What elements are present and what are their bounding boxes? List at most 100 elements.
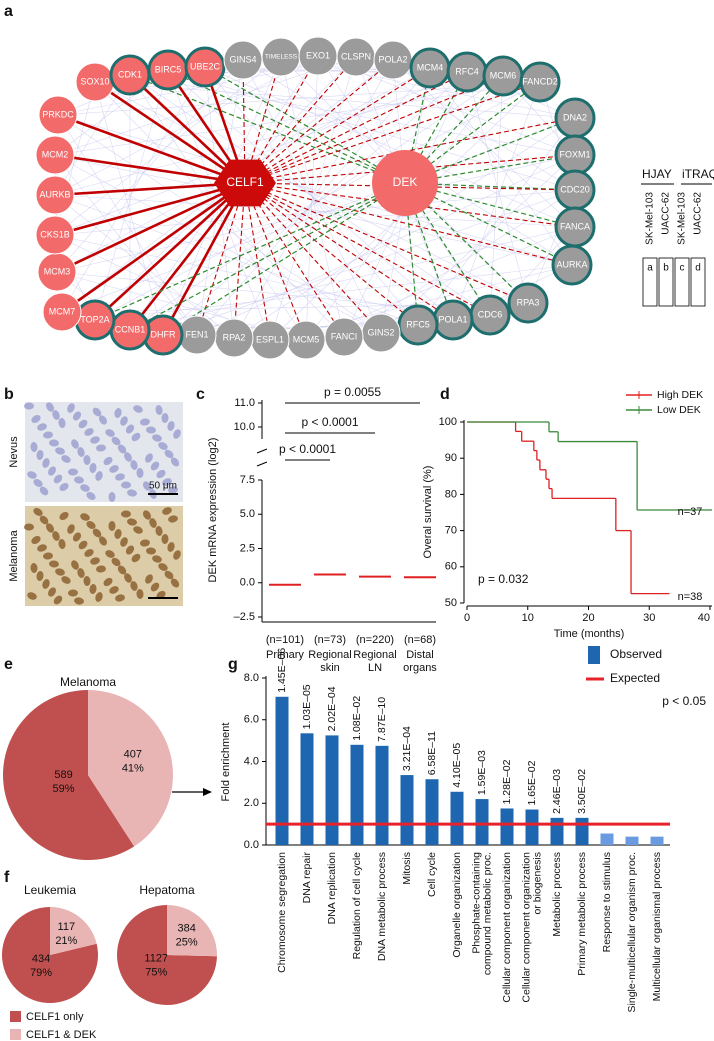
nucleus [142,481,152,491]
panel-label: e [4,656,13,673]
nucleus [162,478,172,486]
gene-label: EXO1 [306,50,330,60]
x-tick-label: Mitosis [401,852,413,885]
value-label: 6.58E–11 [426,731,438,775]
bar [475,799,489,845]
panel-label: a [4,3,13,20]
nucleus [136,468,144,478]
bar [300,733,314,845]
gene-label: RPA2 [223,332,246,342]
nucleus [168,486,178,494]
gene-label: MCM2 [42,149,69,159]
nucleus [33,507,43,517]
background-edge [57,114,198,336]
gene-label: CDK1 [118,69,142,79]
nucleus [173,550,181,560]
nucleus [92,407,102,417]
background-edge [162,71,468,336]
celf1-edge [244,59,394,184]
nucleus [133,526,143,534]
pie-percent: 79% [30,967,52,979]
nucleus [58,539,66,549]
nucleus [53,474,63,484]
gene-label: RPA3 [517,297,540,307]
nucleus [131,432,141,442]
gene-label: GINS4 [229,54,256,64]
background-edge [54,194,235,339]
y-axis-label: DEK mRNA expression (log2) [207,438,219,583]
legend-swatch [10,1029,21,1040]
x-tick-label: Cellular component organization [501,852,513,1003]
pie-slice [3,689,135,860]
celf1-edge [161,182,247,336]
x-tick-label: 20 [582,612,594,624]
nucleus [150,461,160,471]
background-edge [129,74,491,316]
panel-label: g [228,656,238,673]
nucleus [27,592,37,600]
panel-label: b [4,386,14,403]
background-edge [129,74,576,156]
bar [375,745,389,845]
nucleus [173,429,181,439]
annotation: p = 0.032 [478,572,529,586]
bar [525,809,539,845]
x-tick-label: Regional [353,649,396,661]
gene-label: MCM4 [417,62,444,72]
celf1-edge [57,113,246,185]
legend-box [690,257,706,307]
gene-node [42,292,82,332]
gene-label: CLSPN [341,51,371,61]
gene-label: RFC4 [455,66,479,76]
nucleus [74,476,84,484]
nucleus [58,418,66,428]
nucleus [49,439,59,447]
pie-title: Leukemia [24,883,76,897]
celf1-edge [61,181,246,314]
gene-label: DHFR [151,329,176,339]
bar [325,735,339,845]
gene-node [35,175,75,215]
nucleus [86,491,96,501]
celf1-edge [54,181,246,197]
nucleus [149,518,157,528]
celf1-edge [244,56,282,184]
gene-label: POLA1 [438,314,467,324]
gene-label: MCM7 [49,306,76,316]
nucleus [52,410,60,420]
gene-node [551,244,593,286]
dek-edge [404,71,468,184]
nucleus [78,540,88,550]
nucleus [68,468,78,476]
celf1-edge [244,154,576,184]
y-tick-label: 8.0 [244,672,259,684]
nucleus [30,563,38,573]
legend-label: High DEK [657,389,703,401]
legend-label: Observed [610,647,662,661]
background-edge [56,154,576,273]
panel-label: d [440,386,450,403]
legend-box-label: b [663,263,669,274]
n-label: (n=220) [356,634,394,646]
hub-node [214,159,276,207]
nucleus [39,515,49,525]
legend-group: HJAY [642,167,672,181]
nucleus [59,482,69,492]
nucleus [61,455,71,463]
image-label: Nevus [8,436,20,468]
nucleus [127,518,137,526]
background-edge [54,154,382,334]
nucleus [125,424,135,434]
gene-label: RFC5 [406,319,430,329]
gene-label: CKS1B [40,229,70,239]
nucleus [150,582,160,592]
value-label: 3.21E–04 [401,726,413,771]
nucleus [36,450,44,460]
p-value: p < 0.0001 [279,442,336,456]
pie-value: 589 [54,769,72,781]
background-edge [196,67,431,336]
nucleus [133,405,143,413]
celf1-edge [244,75,504,184]
value-label: 1.28E–02 [501,759,513,804]
y-tick-label: 50 [445,597,457,609]
